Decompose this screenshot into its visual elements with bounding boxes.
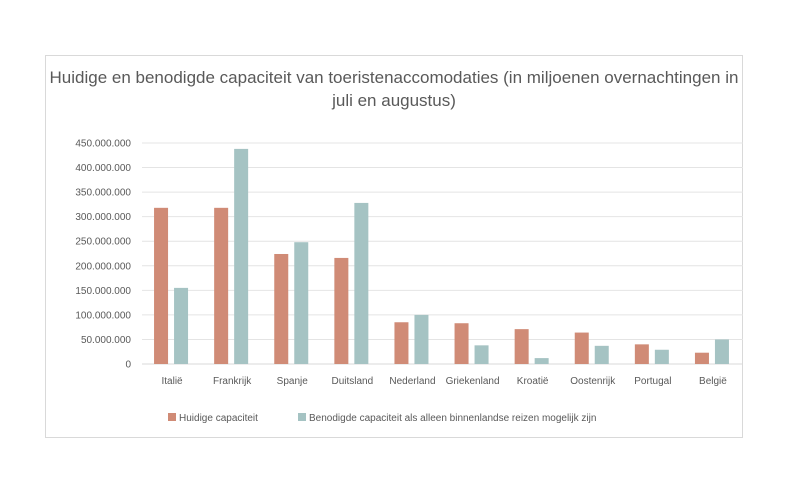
bar-huidige <box>454 323 469 364</box>
bar-benodigde <box>294 242 309 364</box>
bar-benodigde <box>654 349 669 364</box>
x-tick-label: België <box>699 376 727 387</box>
chart-title: Huidige en benodigde capaciteit van toer… <box>49 68 739 110</box>
bar-huidige <box>394 322 409 364</box>
y-tick-label: 450.000.000 <box>75 139 131 150</box>
x-tick-label: Portugal <box>634 376 671 387</box>
x-tick-label: Griekenland <box>446 376 500 387</box>
legend-label: Huidige capaciteit <box>179 413 258 424</box>
bar-benodigde <box>594 345 609 364</box>
bar-benodigde <box>474 345 489 364</box>
y-tick-label: 150.000.000 <box>75 286 131 297</box>
y-tick-label: 300.000.000 <box>75 212 131 223</box>
y-tick-label: 100.000.000 <box>75 310 131 321</box>
bar-huidige <box>214 207 229 364</box>
x-tick-label: Frankrijk <box>213 376 252 387</box>
bar-benodigde <box>414 314 429 364</box>
x-tick-label: Oostenrijk <box>570 376 616 387</box>
bar-huidige <box>274 253 289 364</box>
bar-huidige <box>574 332 589 364</box>
x-tick-label: Duitsland <box>331 376 373 387</box>
legend-swatch <box>168 413 176 421</box>
x-tick-label: Spanje <box>277 376 309 387</box>
x-tick-label: Italië <box>161 376 183 387</box>
x-tick-label: Kroatië <box>517 376 549 387</box>
bar-benodigde <box>354 202 369 364</box>
y-tick-label: 50.000.000 <box>81 335 131 346</box>
bar-huidige <box>694 352 709 364</box>
bar-benodigde <box>174 287 189 364</box>
legend-label: Benodigde capaciteit als alleen binnenla… <box>309 413 596 424</box>
y-tick-label: 200.000.000 <box>75 261 131 272</box>
x-tick-label: Nederland <box>389 376 435 387</box>
bar-huidige <box>334 257 349 364</box>
y-tick-label: 400.000.000 <box>75 163 131 174</box>
bar-benodigde <box>234 148 249 364</box>
bar-huidige <box>634 344 649 364</box>
legend-swatch <box>298 413 306 421</box>
bar-huidige <box>514 329 529 364</box>
y-tick-label: 0 <box>125 360 131 371</box>
y-tick-label: 250.000.000 <box>75 237 131 248</box>
bar-huidige <box>154 207 169 364</box>
bar-benodigde <box>714 339 729 364</box>
y-tick-label: 350.000.000 <box>75 188 131 199</box>
bar-benodigde <box>534 358 549 364</box>
